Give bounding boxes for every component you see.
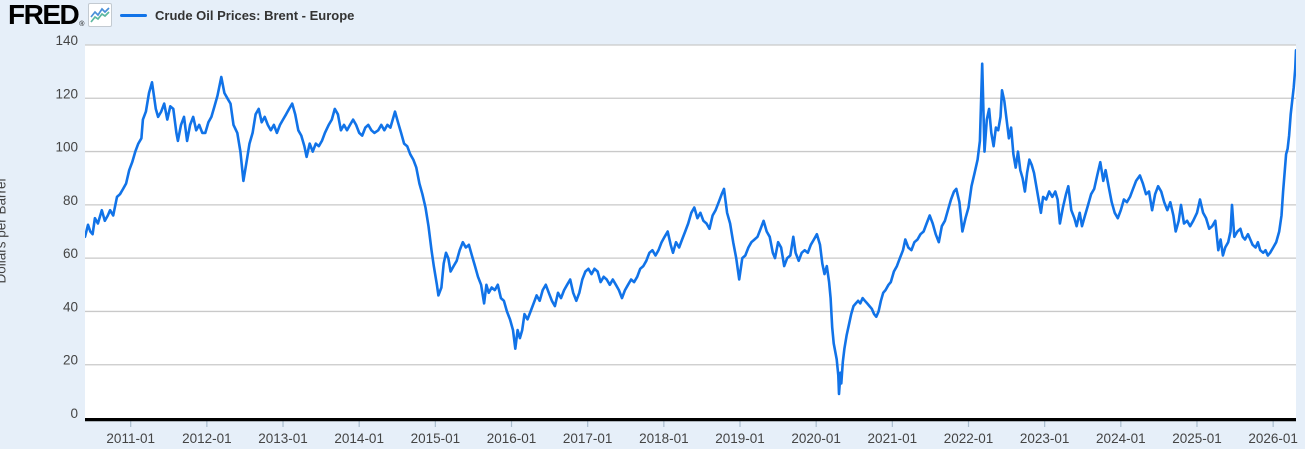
y-axis-tick-label: 120 [55, 86, 78, 101]
x-axis-tick-label: 2025-01 [1172, 431, 1222, 446]
plot-area[interactable] [85, 45, 1296, 418]
x-axis-tick-label: 2023-01 [1020, 431, 1070, 446]
x-axis-tick-label: 2015-01 [411, 431, 461, 446]
x-axis-tick-label: 2022-01 [944, 431, 994, 446]
y-axis-tick-label: 100 [55, 140, 78, 155]
x-axis-tick-label: 2012-01 [182, 431, 232, 446]
y-axis-tick-label: 0 [70, 406, 78, 421]
y-axis-tick-label: 40 [63, 299, 78, 314]
legend: Crude Oil Prices: Brent - Europe [120, 0, 354, 30]
y-axis-tick-label: 60 [63, 246, 78, 261]
x-axis-tick-label: 2024-01 [1096, 431, 1146, 446]
brent-price-line [85, 49, 1296, 396]
y-axis-tick-label: 140 [55, 33, 78, 48]
legend-series-label: Crude Oil Prices: Brent - Europe [155, 7, 355, 23]
sparkline-icon-graphic [90, 7, 110, 23]
x-axis-tick-label: 2026-01 [1248, 431, 1298, 446]
x-axis-tick-label: 2019-01 [715, 431, 765, 446]
x-axis-tick-label: 2011-01 [106, 431, 155, 446]
x-axis-tick-label: 2016-01 [487, 431, 537, 446]
registered-trademark-icon: ® [79, 21, 85, 28]
x-axis-tick-label: 2017-01 [563, 431, 613, 446]
fred-logo[interactable]: FRED® [8, 0, 85, 37]
x-axis-tick-label: 2021-01 [868, 431, 918, 446]
x-axis-tick-label: 2014-01 [334, 431, 384, 446]
y-axis-tick-label: 20 [63, 353, 78, 368]
fred-logo-text: FRED [8, 0, 80, 30]
x-axis-tick-label: 2013-01 [258, 431, 308, 446]
legend-line-swatch [120, 13, 147, 17]
y-axis-tick-label: 80 [63, 193, 78, 208]
x-axis-tick-label: 2018-01 [639, 431, 689, 446]
x-axis-tick-label: 2020-01 [791, 431, 841, 446]
fred-sparkline-icon [88, 3, 112, 27]
